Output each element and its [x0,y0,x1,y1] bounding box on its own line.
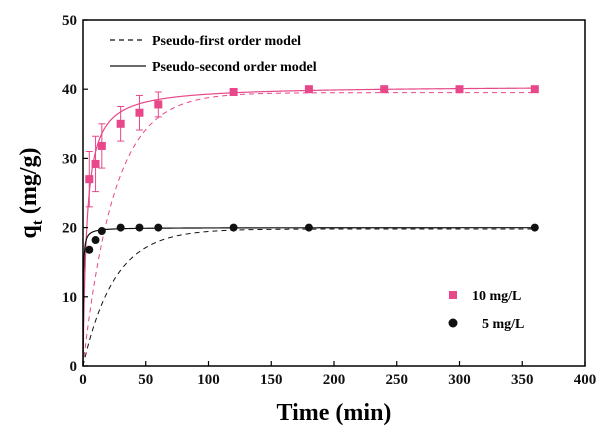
x-tick-label: 150 [260,372,283,388]
x-tick-label: 350 [511,372,534,388]
y-tick-label: 0 [70,359,78,375]
y-tick-label: 20 [62,221,77,237]
data-point-circle [116,223,125,232]
data-point-circle [97,227,106,236]
x-tick-label: 250 [386,372,409,388]
data-point-square [304,85,313,94]
data-markers [85,85,539,254]
data-point-square [455,85,464,94]
data-point-square [135,108,144,117]
data-point-circle [530,223,539,232]
error-bars [85,91,162,208]
data-point-square [530,85,539,94]
pseudo-second-order-curve-1 [82,227,535,367]
y-tick-label: 30 [62,151,77,167]
legend-second-order-label: Pseudo-second order model [152,60,317,75]
x-tick-label: 100 [197,372,220,388]
model-legend: Pseudo-first order model Pseudo-second o… [110,34,317,75]
x-axis-title: Time (min) [277,400,392,426]
data-point-square [116,119,125,128]
data-point-circle [91,236,100,245]
data-point-circle [154,223,163,232]
x-tick-label: 0 [79,372,87,388]
data-point-circle [135,223,144,232]
data-point-circle [85,245,94,254]
data-point-circle [304,223,313,232]
data-point-square [91,159,100,168]
pseudo-first-order-curve-1 [82,228,535,367]
legend-5mgL-marker [448,318,458,328]
data-point-square [380,85,389,94]
data-point-square [85,175,94,184]
series-legend: 10 mg/L 5 mg/L [448,289,524,332]
axis-ticks: 0 50 100 150 200 250 300 350 400 0 10 20 30 40 50 [62,13,596,388]
legend-10mgL-marker [449,291,457,299]
x-tick-label: 50 [138,372,153,388]
legend-5mgL-label: 5 mg/L [482,317,524,332]
y-tick-label: 50 [62,13,77,29]
data-point-circle [229,223,238,232]
y-axis-title-subscript: t [30,220,46,225]
x-tick-label: 300 [448,372,471,388]
y-tick-label: 10 [62,290,77,306]
data-point-square [97,141,106,150]
y-axis-title: qt (mg/g) [16,147,46,238]
x-tick-label: 400 [574,372,597,388]
y-axis-title-unit: (mg/g) [16,147,42,220]
y-tick-label: 40 [62,82,77,98]
legend-10mgL-label: 10 mg/L [472,289,521,304]
data-point-square [229,87,238,96]
x-tick-label: 200 [323,372,346,388]
legend-first-order-label: Pseudo-first order model [152,34,301,49]
data-point-square [154,100,163,109]
y-axis-title-symbol: q [16,225,42,239]
